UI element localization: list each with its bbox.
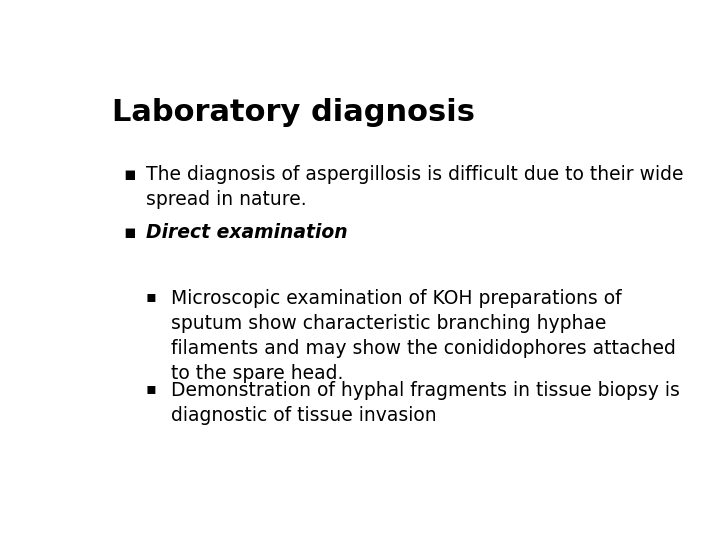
Text: ▪: ▪ bbox=[124, 223, 136, 242]
Text: Demonstration of hyphal fragments in tissue biopsy is
diagnostic of tissue invas: Demonstration of hyphal fragments in tis… bbox=[171, 381, 680, 425]
Text: ▪: ▪ bbox=[145, 289, 157, 305]
Text: ▪: ▪ bbox=[145, 381, 157, 396]
Text: The diagnosis of aspergillosis is difficult due to their wide
spread in nature.: The diagnosis of aspergillosis is diffic… bbox=[145, 165, 683, 208]
Text: Laboratory diagnosis: Laboratory diagnosis bbox=[112, 98, 475, 127]
Text: ▪: ▪ bbox=[124, 165, 136, 184]
Text: Microscopic examination of KOH preparations of
sputum show characteristic branch: Microscopic examination of KOH preparati… bbox=[171, 289, 676, 383]
Text: Direct examination: Direct examination bbox=[145, 223, 348, 242]
